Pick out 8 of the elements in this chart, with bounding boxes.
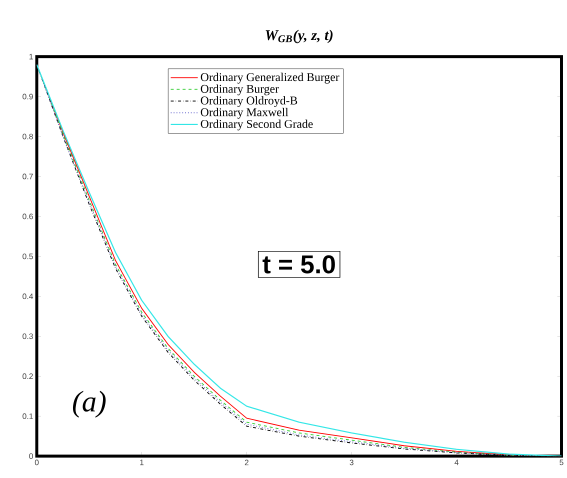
annotation: (a) xyxy=(72,390,106,418)
legend-label: Ordinary Second Grade xyxy=(200,120,313,130)
legend-label: Ordinary Burger xyxy=(200,84,279,96)
legend-label: Ordinary Maxwell xyxy=(200,108,288,119)
annotation: t = 5.0 xyxy=(262,255,335,274)
chart-title: W$_{GB}$(y, z, t) xyxy=(266,30,333,44)
legend-label: Ordinary Generalized Burger xyxy=(200,72,340,84)
legend-label: Ordinary Oldroyd-B xyxy=(200,96,298,107)
